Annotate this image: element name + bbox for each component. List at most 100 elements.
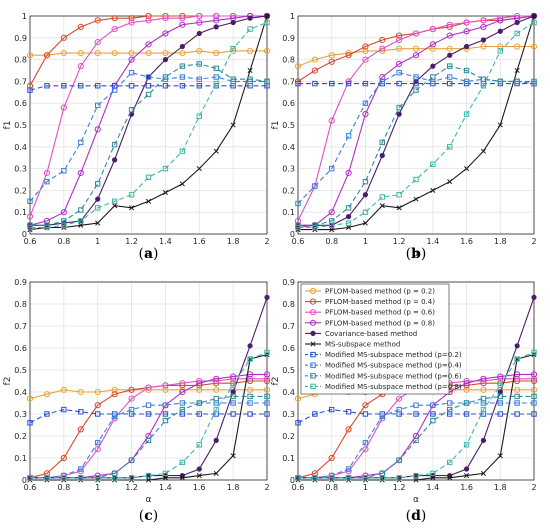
data-point-s7 bbox=[430, 411, 436, 417]
data-point-s8 bbox=[413, 74, 419, 80]
data-point-s4 bbox=[362, 111, 369, 118]
data-point-s2 bbox=[77, 426, 84, 433]
legend-swatch-marker bbox=[310, 362, 316, 368]
y-tick-label: 0.1 bbox=[282, 208, 295, 217]
y-tick-label: 0.2 bbox=[14, 186, 27, 195]
data-point-s1 bbox=[162, 49, 169, 57]
legend-entry: PFLOM-based method (p = 0.6) bbox=[325, 309, 435, 317]
y-tick-label: 0.1 bbox=[14, 454, 27, 463]
data-point-s1 bbox=[446, 45, 453, 52]
data-point-s10 bbox=[447, 144, 453, 150]
data-point-s10 bbox=[329, 222, 335, 228]
y-tick-label: 0.4 bbox=[14, 388, 27, 397]
data-point-s2 bbox=[94, 402, 101, 409]
data-point-s3 bbox=[530, 375, 538, 382]
series-line-8 bbox=[29, 72, 267, 202]
x-tick-label: 1.8 bbox=[227, 237, 240, 246]
data-point-s10 bbox=[128, 192, 135, 198]
data-point-s2 bbox=[362, 402, 369, 409]
data-point-s5 bbox=[430, 63, 436, 69]
data-point-s2 bbox=[145, 12, 152, 20]
data-point-s4 bbox=[412, 52, 420, 59]
data-point-s7 bbox=[196, 411, 202, 417]
x-tick-label: 0.6 bbox=[24, 237, 37, 246]
y-tick-label: 0.6 bbox=[14, 344, 27, 353]
data-point-s3 bbox=[480, 17, 487, 24]
data-point-s8 bbox=[44, 178, 50, 185]
x-axis-label: α bbox=[413, 249, 419, 259]
data-point-s7 bbox=[345, 80, 352, 87]
data-point-s7 bbox=[531, 411, 537, 417]
data-point-s2 bbox=[311, 67, 318, 74]
data-point-s8 bbox=[396, 69, 402, 76]
data-point-s7 bbox=[230, 411, 236, 417]
data-point-s1 bbox=[77, 49, 84, 57]
x-tick-label: 0.8 bbox=[57, 237, 70, 246]
x-tick-label: 1.6 bbox=[193, 237, 206, 246]
data-point-s10 bbox=[396, 192, 402, 198]
data-point-s4 bbox=[196, 380, 203, 387]
data-point-s10 bbox=[295, 475, 301, 481]
data-point-s1 bbox=[263, 47, 271, 54]
data-point-s1 bbox=[328, 52, 335, 59]
data-point-s6 bbox=[145, 198, 152, 204]
data-point-s10 bbox=[362, 475, 369, 481]
data-point-s2 bbox=[328, 58, 335, 65]
data-point-s10 bbox=[480, 83, 487, 89]
data-point-s2 bbox=[328, 454, 335, 462]
y-tick-label: 0.1 bbox=[14, 208, 27, 217]
data-point-s8 bbox=[362, 439, 369, 446]
data-point-s3 bbox=[213, 12, 220, 20]
legend-entry: PFLOM-based method (p = 0.2) bbox=[325, 288, 435, 296]
series-line-9 bbox=[298, 395, 534, 479]
data-point-s10 bbox=[514, 356, 520, 362]
x-tick-label: 0.6 bbox=[24, 483, 37, 492]
data-point-s2 bbox=[43, 52, 51, 59]
data-point-s7 bbox=[396, 80, 402, 87]
chart-panel-b: 0 0.1 0.2 0.3 0.4 0.5 0.6 0.7 0.8 0.9 1 0.6 0.8 1 1.2 1… bbox=[271, 12, 538, 262]
data-point-s7 bbox=[78, 409, 84, 415]
data-point-s3 bbox=[145, 384, 152, 391]
data-point-s1 bbox=[26, 52, 34, 59]
data-point-s9 bbox=[128, 457, 135, 463]
data-point-s6 bbox=[447, 179, 453, 185]
data-point-s4 bbox=[60, 209, 67, 216]
data-point-s10 bbox=[463, 111, 470, 117]
data-point-s5 bbox=[362, 192, 369, 198]
data-point-s1 bbox=[213, 49, 220, 57]
data-point-s10 bbox=[213, 406, 219, 413]
data-point-s8 bbox=[95, 439, 101, 446]
data-point-s3 bbox=[429, 25, 436, 33]
x-tick-label: 1.8 bbox=[494, 483, 507, 492]
y-tick-label: 0.2 bbox=[282, 186, 295, 195]
data-point-s1 bbox=[514, 386, 521, 393]
data-point-s6 bbox=[230, 453, 236, 459]
x-tick-label: 0.6 bbox=[292, 237, 305, 246]
data-point-s9 bbox=[230, 76, 236, 82]
data-point-s5 bbox=[247, 15, 253, 21]
data-point-s9 bbox=[480, 76, 487, 82]
data-point-s1 bbox=[429, 45, 436, 52]
data-point-s10 bbox=[312, 224, 318, 231]
data-point-s9 bbox=[396, 457, 402, 463]
data-point-s9 bbox=[413, 87, 419, 93]
data-point-s10 bbox=[497, 382, 503, 389]
data-point-s10 bbox=[196, 113, 202, 119]
series-line-3 bbox=[29, 15, 267, 217]
data-point-s4 bbox=[480, 23, 487, 30]
data-point-s8 bbox=[264, 400, 270, 406]
data-point-s9 bbox=[430, 417, 436, 424]
data-point-s5 bbox=[230, 19, 236, 26]
data-point-s1 bbox=[43, 391, 51, 398]
x-tick-label: 1 bbox=[363, 237, 368, 246]
legend-swatch-marker bbox=[310, 373, 316, 379]
data-point-s6 bbox=[379, 203, 385, 209]
data-point-s4 bbox=[263, 371, 271, 378]
data-point-s8 bbox=[247, 400, 253, 406]
x-tick-label: 1.4 bbox=[159, 483, 172, 492]
data-point-s3 bbox=[111, 25, 118, 33]
y-tick-label: 0.1 bbox=[282, 454, 295, 463]
x-tick-label: 1.8 bbox=[227, 483, 240, 492]
data-point-s1 bbox=[145, 49, 152, 57]
data-point-s4 bbox=[196, 19, 203, 26]
